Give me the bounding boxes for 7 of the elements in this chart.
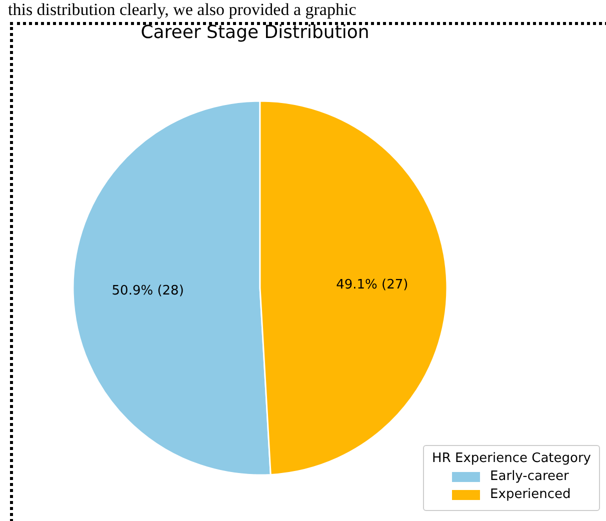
text: this distribution clearly, we also provided a graphic: [8, 0, 356, 20]
legend-label: Experienced: [490, 487, 571, 502]
data-label: 49.1% (27): [336, 277, 408, 292]
legend-label: Early-career: [490, 469, 569, 484]
legend-title: HR Experience Category: [432, 451, 591, 466]
data-label: 50.9% (28): [112, 284, 184, 299]
chart-title: Career Stage Distribution: [140, 22, 370, 43]
